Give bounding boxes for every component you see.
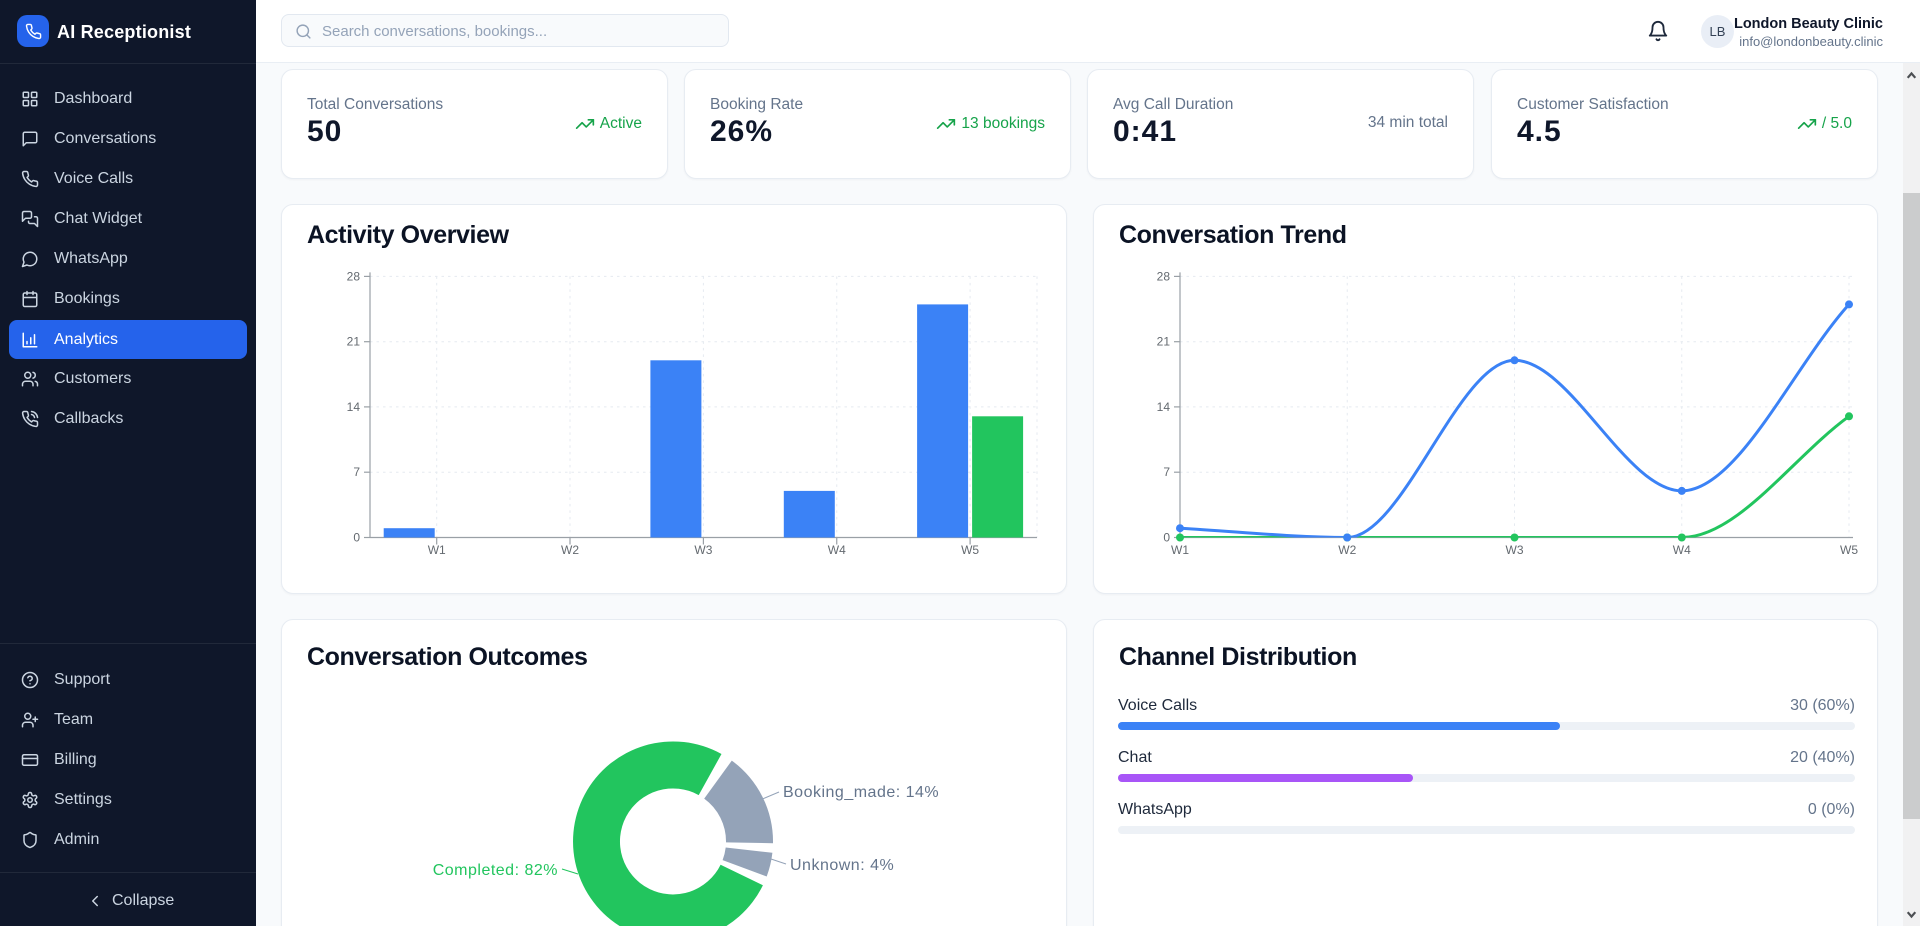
svg-text:0: 0 <box>1163 531 1170 545</box>
svg-text:7: 7 <box>353 465 360 479</box>
svg-text:14: 14 <box>347 400 361 414</box>
svg-text:W5: W5 <box>961 543 979 557</box>
svg-text:7: 7 <box>1163 465 1170 479</box>
svg-text:W5: W5 <box>1840 543 1858 557</box>
svg-text:W4: W4 <box>1673 543 1691 557</box>
svg-text:W3: W3 <box>1506 543 1524 557</box>
svg-text:W2: W2 <box>561 543 579 557</box>
svg-text:Completed: 82%: Completed: 82% <box>433 862 558 879</box>
svg-text:W4: W4 <box>828 543 846 557</box>
svg-text:0: 0 <box>353 531 360 545</box>
svg-text:21: 21 <box>347 335 361 349</box>
svg-text:W2: W2 <box>1338 543 1356 557</box>
svg-text:21: 21 <box>1157 335 1171 349</box>
svg-text:14: 14 <box>1157 400 1171 414</box>
svg-text:Booking_made: 14%: Booking_made: 14% <box>783 784 939 801</box>
svg-text:28: 28 <box>347 269 361 283</box>
svg-text:W3: W3 <box>694 543 712 557</box>
svg-text:28: 28 <box>1157 269 1171 283</box>
svg-text:W1: W1 <box>428 543 446 557</box>
svg-text:Unknown: 4%: Unknown: 4% <box>790 857 894 874</box>
svg-text:W1: W1 <box>1171 543 1189 557</box>
